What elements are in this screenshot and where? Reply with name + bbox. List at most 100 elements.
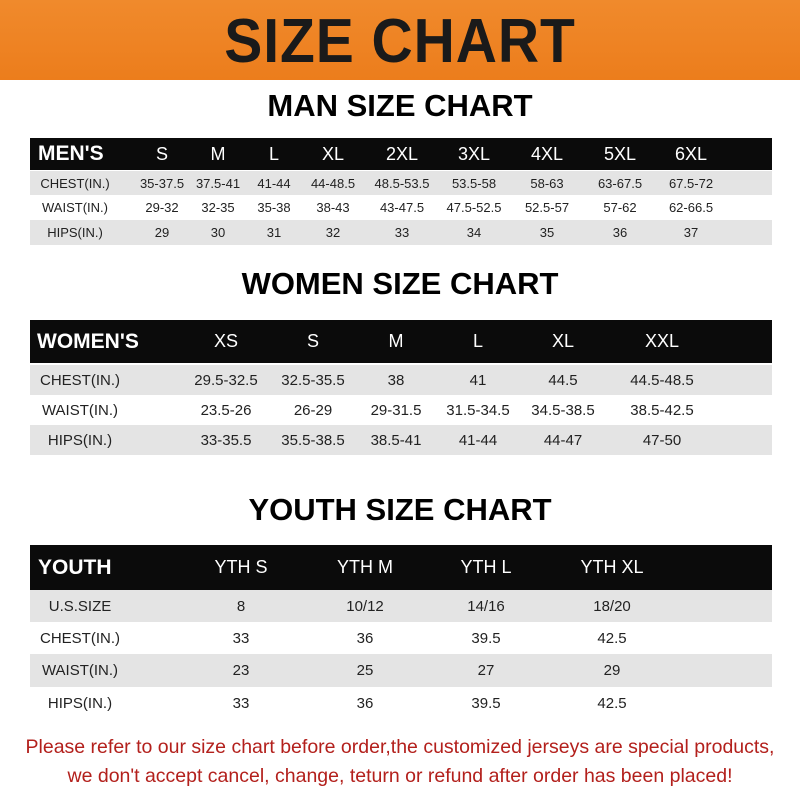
- measurement-label: CHEST(IN.): [40, 175, 110, 191]
- table-cell: 53.5-58: [451, 175, 497, 191]
- table-cell: 36: [356, 629, 374, 647]
- women-section-title: WOMEN SIZE CHART: [241, 266, 559, 301]
- table-cell: 8: [236, 597, 246, 615]
- footer-note-line-1: Please refer to our size chart before or…: [25, 736, 775, 758]
- table-category-label: MEN'S: [38, 142, 104, 165]
- table-cell: 27: [477, 662, 495, 679]
- table-cell: 26-29: [293, 401, 333, 419]
- table-cell: 38-43: [316, 200, 350, 215]
- table-cell: 29.5-32.5: [194, 371, 258, 389]
- table-cell: 33: [232, 629, 250, 647]
- size-column-header: YTH XL: [580, 557, 644, 577]
- size-column-header: XL: [551, 331, 575, 351]
- table-cell: 35: [539, 225, 555, 240]
- table-cell: 30: [210, 225, 226, 240]
- table-cell: 47-50: [642, 431, 682, 449]
- measurement-label: WAIST(IN.): [41, 401, 119, 419]
- size-column-header: M: [210, 143, 226, 164]
- table-cell: 29: [154, 225, 170, 240]
- measurement-label: WAIST(IN.): [41, 662, 119, 679]
- table-cell: 44.5-48.5: [630, 371, 694, 389]
- size-column-header: S: [155, 143, 169, 164]
- table-cell: 35-37.5: [139, 175, 185, 191]
- table-cell: 29-32: [145, 200, 179, 215]
- table-cell: 31: [266, 225, 282, 240]
- table-cell: 31.5-34.5: [446, 401, 510, 419]
- table-cell: 44-48.5: [310, 175, 356, 191]
- table-row: HIPS(IN.) 33 36 39.5 42.5: [30, 687, 772, 719]
- table-cell: 42.5: [597, 694, 627, 712]
- page-title: SIZE CHART: [224, 7, 576, 76]
- table-cell: 35.5-38.5: [281, 431, 345, 449]
- table-cell: 29: [603, 662, 621, 679]
- table-row: HIPS(IN.) 29 30 31 32 33 34 35 36 37: [30, 220, 772, 245]
- measurement-label: WAIST(IN.): [42, 200, 108, 215]
- table-cell: 32: [325, 225, 341, 240]
- table-category-label: YOUTH: [38, 555, 112, 579]
- table-cell: 67.5-72: [668, 175, 714, 191]
- table-cell: 41-44: [257, 175, 291, 191]
- table-category-label: WOMEN'S: [37, 329, 139, 353]
- table-cell: 39.5: [471, 629, 501, 647]
- size-column-header: YTH M: [337, 557, 393, 577]
- size-column-header: YTH L: [460, 557, 512, 577]
- table-row: WAIST(IN.) 23.5-26 26-29 29-31.5 31.5-34.5 34…: [30, 395, 772, 425]
- table-cell: 48.5-53.5: [374, 175, 430, 191]
- table-cell: 33-35.5: [200, 431, 252, 449]
- table-header-row: WOMEN'S XS S M L XL XXL: [30, 320, 772, 363]
- table-cell: 18/20: [593, 597, 631, 615]
- measurement-label: CHEST(IN.): [40, 629, 120, 647]
- table-cell: 38.5-41: [370, 431, 422, 449]
- table-cell: 10/12: [346, 597, 384, 615]
- youth-section-title: YOUTH SIZE CHART: [248, 492, 552, 527]
- table-row: WAIST(IN.) 29-32 32-35 35-38 38-43 43-47.5 47.…: [30, 195, 772, 220]
- table-row: CHEST(IN.) 29.5-32.5 32.5-35.5 38 41 44.5 44.5…: [30, 365, 772, 395]
- table-cell: 44-47: [543, 431, 583, 449]
- size-column-header: M: [388, 331, 404, 351]
- table-cell: 23: [232, 662, 250, 679]
- header-banner: SIZE CHART: [0, 0, 800, 80]
- table-row: CHEST(IN.) 33 36 39.5 42.5: [30, 622, 772, 654]
- table-cell: 32-35: [201, 200, 235, 215]
- size-column-header: XXL: [644, 331, 680, 351]
- measurement-label: U.S.SIZE: [48, 597, 112, 615]
- table-header-row: YOUTH YTH S YTH M YTH L YTH XL: [30, 545, 772, 590]
- table-cell: 36: [612, 225, 628, 240]
- table-cell: 25: [356, 662, 374, 679]
- table-cell: 33: [394, 225, 410, 240]
- table-row: HIPS(IN.) 33-35.5 35.5-38.5 38.5-41 41-44 44-…: [30, 425, 772, 455]
- size-column-header: L: [268, 143, 280, 164]
- size-column-header: S: [306, 331, 320, 351]
- table-row: U.S.SIZE 8 10/12 14/16 18/20: [30, 590, 772, 622]
- men-section-title: MAN SIZE CHART: [267, 88, 533, 123]
- table-cell: 42.5: [597, 629, 627, 647]
- table-cell: 52.5-57: [524, 200, 570, 215]
- table-cell: 37: [683, 225, 699, 240]
- table-cell: 29-31.5: [370, 401, 422, 419]
- table-cell: 38.5-42.5: [630, 401, 694, 419]
- footer-note-line-2: we don't accept cancel, change, teturn o…: [67, 765, 733, 787]
- measurement-label: HIPS(IN.): [47, 694, 113, 712]
- table-cell: 38: [387, 371, 405, 389]
- measurement-label: HIPS(IN.): [47, 225, 103, 240]
- table-header-row: MEN'S S M L XL 2XL 3XL 4XL 5XL 6XL: [30, 138, 772, 170]
- table-cell: 58-63: [530, 175, 564, 191]
- table-row: CHEST(IN.) 35-37.5 37.5-41 41-44 44-48.5 48.5…: [30, 171, 772, 195]
- table-cell: 33: [232, 694, 250, 712]
- table-row: WAIST(IN.) 23 25 27 29: [30, 654, 772, 687]
- table-cell: 23.5-26: [200, 401, 252, 419]
- table-cell: 36: [356, 694, 374, 712]
- table-cell: 34: [466, 225, 482, 240]
- table-cell: 47.5-52.5: [446, 200, 502, 215]
- size-column-header: XL: [321, 143, 345, 164]
- table-cell: 63-67.5: [597, 175, 643, 191]
- table-cell: 43-47.5: [379, 200, 425, 215]
- size-column-header: XS: [213, 331, 239, 351]
- table-cell: 39.5: [471, 694, 501, 712]
- table-cell: 62-66.5: [668, 200, 714, 215]
- size-column-header: 5XL: [603, 143, 637, 164]
- table-cell: 57-62: [603, 200, 637, 215]
- size-column-header: 3XL: [457, 143, 491, 164]
- size-column-header: YTH S: [214, 557, 268, 577]
- table-cell: 35-38: [257, 200, 291, 215]
